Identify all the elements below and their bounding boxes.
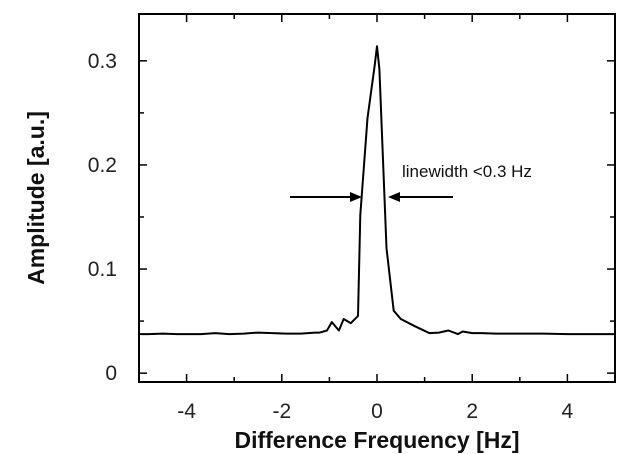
linewidth-marker [290, 192, 453, 202]
axis-ticks [138, 14, 616, 382]
x-axis-title: Difference Frequency [Hz] [234, 427, 519, 453]
tick-labels: -4 -2 0 2 4 0 0.1 0.2 0.3 [88, 50, 574, 423]
y-tick-label: 0.1 [88, 258, 117, 281]
x-tick-label: -4 [177, 400, 196, 423]
y-tick-label: 0.2 [88, 154, 117, 177]
x-tick-label: 4 [562, 400, 574, 423]
x-tick-label: 0 [371, 400, 383, 423]
series-line [139, 45, 615, 336]
x-tick-label: 2 [466, 400, 478, 423]
x-tick-label: -2 [272, 400, 291, 423]
right-arrow-head [388, 192, 400, 202]
y-tick-label: 0 [105, 362, 117, 385]
linewidth-annotation: linewidth <0.3 Hz [402, 162, 532, 181]
y-tick-label: 0.3 [88, 50, 117, 73]
left-arrow-head [350, 192, 362, 202]
y-axis-title: Amplitude [a.u.] [23, 111, 49, 285]
plot-frame [138, 13, 616, 383]
